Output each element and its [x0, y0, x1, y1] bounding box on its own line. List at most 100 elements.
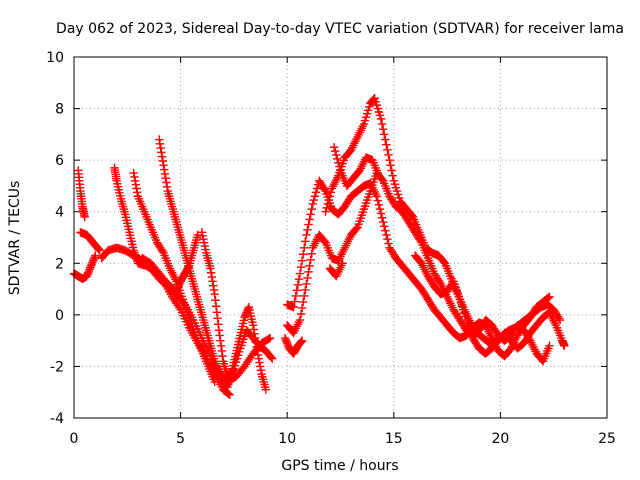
data-point: [268, 354, 277, 363]
data-point: [361, 112, 371, 122]
data-point: [384, 239, 393, 248]
data-point: [300, 243, 309, 253]
data-point: [206, 268, 216, 277]
data-point: [255, 362, 265, 371]
data-point: [254, 354, 263, 363]
data-point: [308, 199, 317, 209]
data-point: [216, 336, 225, 345]
data-point: [309, 195, 319, 205]
data-point: [229, 364, 239, 374]
data-point: [373, 196, 383, 205]
data-point: [306, 255, 315, 265]
series-track-a: [69, 251, 100, 283]
data-point: [255, 358, 264, 367]
data-point: [458, 305, 468, 314]
data-point: [156, 143, 165, 153]
data-point: [265, 333, 275, 343]
data-point: [329, 143, 339, 152]
data-point: [377, 213, 387, 222]
data-point: [307, 249, 316, 259]
data-point: [199, 235, 208, 244]
x-tick-labels: 0 5 10 15 20 25: [70, 431, 616, 447]
data-point: [323, 199, 332, 209]
data-point: [384, 150, 393, 160]
series-track-n: [410, 251, 569, 358]
data-point: [374, 171, 384, 180]
data-point: [297, 303, 307, 313]
x-tick-label: 15: [385, 431, 403, 447]
data-point: [338, 259, 347, 268]
data-point: [231, 357, 241, 367]
x-tick-label: 0: [70, 431, 79, 447]
data-point: [312, 184, 322, 193]
data-point: [373, 104, 383, 113]
data-point: [370, 94, 379, 103]
data-point: [387, 166, 396, 175]
y-tick-label: 4: [55, 205, 64, 221]
data-point: [372, 192, 381, 201]
data-point: [296, 262, 306, 272]
data-point: [159, 161, 168, 170]
data-point: [215, 331, 224, 340]
data-point: [301, 237, 310, 246]
data-point: [214, 320, 223, 329]
y-tick-label: -4: [50, 411, 64, 427]
data-point: [264, 334, 273, 344]
plot-frame: [73, 56, 608, 419]
data-point: [253, 346, 262, 356]
data-point: [198, 231, 207, 240]
data-point: [382, 140, 391, 149]
series-track-c: [76, 228, 104, 255]
data-point: [295, 269, 305, 278]
data-point: [544, 293, 553, 302]
data-point: [381, 135, 390, 144]
data-point: [233, 351, 243, 360]
data-point: [249, 325, 258, 334]
chart-title: Day 062 of 2023, Sidereal Day-to-day VTE…: [56, 21, 624, 37]
data-point: [383, 145, 392, 155]
y-axis-label: SDTVAR / TECUs: [7, 181, 23, 296]
data-point: [162, 178, 171, 187]
data-point: [232, 354, 242, 363]
data-point: [374, 200, 384, 210]
y-tick-label: 6: [55, 153, 64, 169]
data-point: [334, 158, 343, 167]
data-point: [382, 230, 391, 240]
data-point: [311, 188, 321, 197]
y-tick-label: 8: [55, 102, 64, 118]
data-point: [333, 154, 342, 164]
y-tick-label: 0: [55, 308, 64, 324]
data-point: [376, 114, 386, 124]
data-point: [388, 171, 397, 180]
data-point: [545, 341, 554, 350]
series-track-k: [283, 168, 554, 366]
data-point: [376, 209, 386, 218]
data-point: [360, 116, 370, 125]
data-point: [211, 302, 221, 311]
ticks: [73, 56, 608, 419]
data-point: [94, 245, 104, 254]
data-point: [228, 366, 238, 375]
data-point: [325, 192, 335, 201]
series-track-h: [138, 230, 202, 296]
data-point: [289, 302, 298, 312]
data-point: [155, 135, 164, 144]
data-point: [321, 207, 330, 216]
data-point: [303, 225, 312, 234]
data-point: [380, 222, 389, 231]
data-point: [160, 165, 169, 174]
data-point: [209, 281, 218, 290]
data-point: [297, 337, 306, 346]
data-point: [555, 315, 565, 325]
data-point: [304, 220, 313, 229]
data-point: [294, 274, 304, 284]
data-point: [332, 150, 341, 160]
data-point: [157, 152, 167, 161]
data-point: [253, 350, 263, 360]
data-point: [158, 156, 168, 166]
data-point: [374, 107, 384, 117]
data-point: [456, 298, 466, 308]
data-point: [545, 292, 554, 302]
data-point: [372, 100, 381, 110]
